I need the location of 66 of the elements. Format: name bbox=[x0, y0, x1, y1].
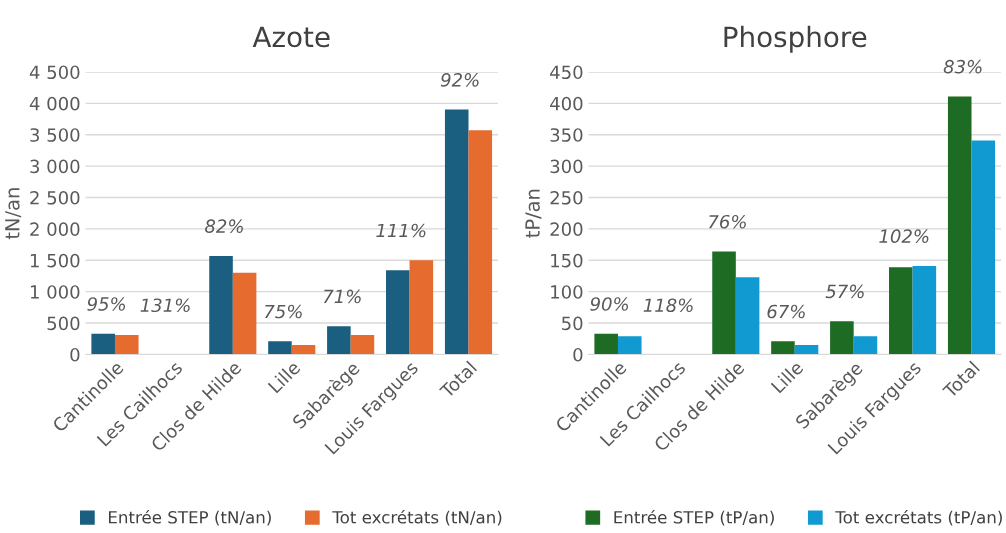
bar bbox=[327, 326, 351, 355]
y-tick-label: 450 bbox=[550, 65, 583, 80]
bar bbox=[830, 321, 854, 355]
annotation: 95% bbox=[87, 297, 126, 311]
bar bbox=[912, 265, 937, 355]
bar bbox=[889, 267, 913, 355]
bar bbox=[735, 277, 760, 355]
bar bbox=[91, 333, 115, 355]
legend-label: Entrée STEP (tN/an) bbox=[109, 510, 271, 526]
bar bbox=[794, 345, 819, 355]
y-tick-label: 250 bbox=[550, 190, 583, 205]
y-tick-label: 100 bbox=[551, 285, 583, 299]
legend-label: Tot excrétats (tP/an) bbox=[835, 510, 1002, 526]
bar bbox=[232, 272, 257, 355]
y-tick-label: 200 bbox=[550, 222, 583, 237]
chart-title: Azote bbox=[252, 26, 330, 48]
bar bbox=[712, 251, 736, 355]
bar bbox=[971, 140, 996, 355]
bar bbox=[268, 341, 292, 355]
annotation: 118% bbox=[643, 298, 693, 313]
bar bbox=[444, 109, 469, 355]
y-axis-title: tN/an bbox=[5, 188, 22, 240]
legend-label: Tot excrétats (tN/an) bbox=[332, 510, 502, 526]
y-tick-label: 2 500 bbox=[30, 190, 80, 205]
bar bbox=[350, 334, 375, 355]
y-tick-label: 300 bbox=[550, 159, 583, 174]
y-tick-label: 350 bbox=[550, 128, 583, 142]
y-tick-label: 400 bbox=[550, 96, 583, 111]
bar bbox=[114, 334, 139, 355]
y-tick-label: 500 bbox=[47, 316, 80, 331]
annotation: 57% bbox=[825, 284, 864, 299]
y-axis-title: tP/an bbox=[525, 189, 542, 238]
annotation: 67% bbox=[767, 304, 805, 319]
y-tick-label: 0 bbox=[70, 347, 80, 362]
annotation: 90% bbox=[590, 297, 629, 311]
annotation: 111% bbox=[376, 223, 426, 238]
annotation: 102% bbox=[879, 229, 929, 243]
bar bbox=[291, 345, 316, 355]
bar bbox=[409, 260, 434, 355]
bar bbox=[386, 270, 410, 355]
annotation: 71% bbox=[323, 289, 361, 304]
annotation: 82% bbox=[205, 219, 243, 233]
bar bbox=[594, 333, 618, 355]
annotation: 76% bbox=[709, 214, 746, 229]
y-tick-label: 3 500 bbox=[30, 128, 80, 142]
legend-label: Entrée STEP (tP/an) bbox=[614, 510, 774, 526]
y-tick-label: 4 500 bbox=[29, 65, 80, 80]
y-tick-label: 150 bbox=[551, 253, 583, 268]
annotation: 75% bbox=[265, 304, 302, 319]
y-tick-label: 3 000 bbox=[30, 159, 80, 174]
bar bbox=[947, 96, 972, 355]
y-tick-label: 50 bbox=[562, 316, 583, 331]
y-tick-label: 0 bbox=[573, 347, 583, 362]
bar bbox=[468, 130, 493, 355]
bar bbox=[771, 341, 795, 355]
chart-title: Phosphore bbox=[724, 25, 867, 53]
annotation: 83% bbox=[943, 59, 982, 74]
annotation: 92% bbox=[440, 73, 479, 87]
y-tick-label: 2 000 bbox=[30, 222, 80, 237]
bar bbox=[209, 255, 233, 355]
bar bbox=[617, 336, 642, 355]
y-tick-label: 1 000 bbox=[30, 285, 80, 299]
y-tick-label: 1 500 bbox=[30, 253, 80, 268]
bar bbox=[853, 336, 878, 355]
y-tick-label: 4 000 bbox=[29, 96, 80, 111]
annotation: 131% bbox=[140, 298, 190, 313]
